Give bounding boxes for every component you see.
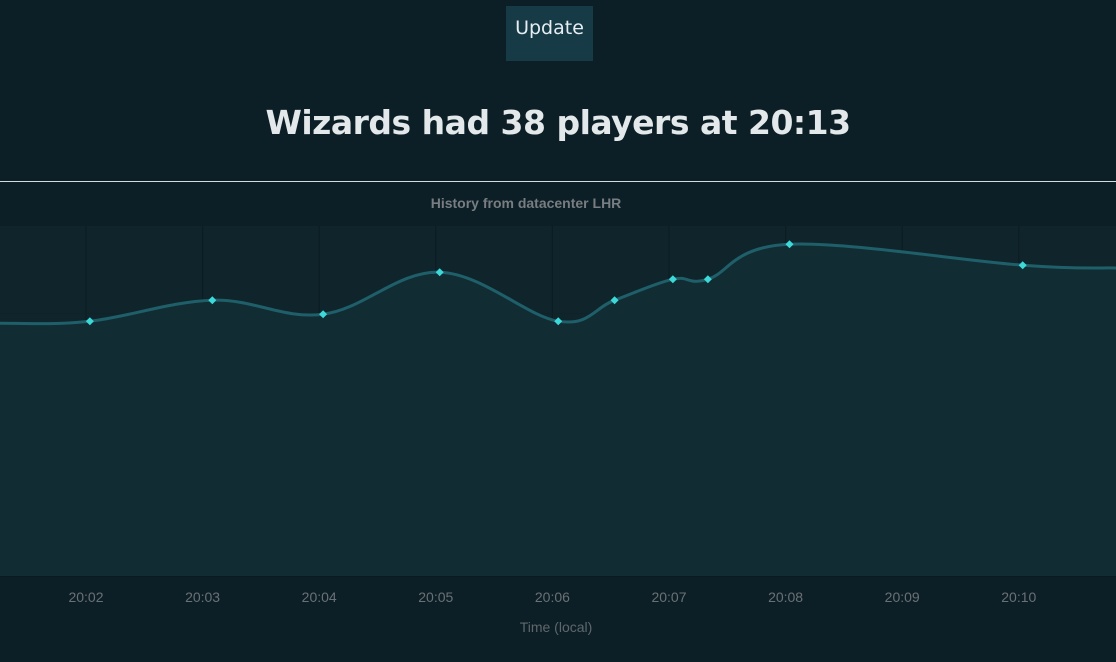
x-axis-label: Time (local) <box>520 619 593 635</box>
x-tick-label: 20:08 <box>768 589 803 605</box>
data-point-marker[interactable] <box>668 275 677 284</box>
chart-container: History from datacenter LHR 20:02 20:03 20… <box>0 182 1116 662</box>
data-point-marker[interactable] <box>208 296 217 305</box>
data-point-marker[interactable] <box>319 310 328 319</box>
chart-title: History from datacenter LHR <box>431 195 622 211</box>
data-point-marker[interactable] <box>785 240 794 249</box>
divider <box>0 181 1116 182</box>
data-point-marker[interactable] <box>554 317 563 326</box>
x-tick-label: 20:02 <box>68 589 103 605</box>
data-point-marker[interactable] <box>435 268 444 277</box>
x-tick-label: 20:10 <box>1001 589 1036 605</box>
headline: Wizards had 38 players at 20:13 <box>265 103 851 142</box>
series-area <box>0 243 1116 576</box>
data-point-marker[interactable] <box>85 317 94 326</box>
x-tick-label: 20:03 <box>185 589 220 605</box>
x-tick-label: 20:06 <box>535 589 570 605</box>
data-point-marker[interactable] <box>1018 261 1027 270</box>
x-tick-label: 20:04 <box>302 589 337 605</box>
x-tick-label: 20:05 <box>418 589 453 605</box>
series-line <box>0 242 1116 326</box>
x-axis-ticks: 20:02 20:03 20:04 20:05 20:06 20:07 20:08 20:09… <box>68 589 1036 605</box>
data-point-marker[interactable] <box>610 296 619 305</box>
history-chart: History from datacenter LHR 20:02 20:03 20… <box>0 195 1116 635</box>
data-point-marker[interactable] <box>703 275 712 284</box>
update-button[interactable]: Update <box>506 6 593 61</box>
x-tick-label: 20:07 <box>651 589 686 605</box>
series-markers <box>85 240 1027 326</box>
x-tick-label: 20:09 <box>885 589 920 605</box>
